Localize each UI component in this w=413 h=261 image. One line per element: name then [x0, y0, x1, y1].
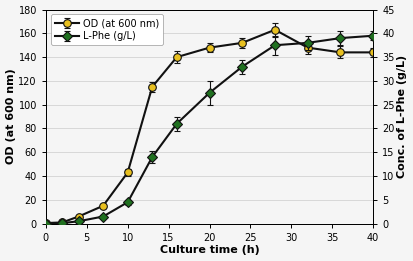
Y-axis label: OD (at 600 nm): OD (at 600 nm) — [5, 69, 16, 164]
Legend: OD (at 600 nm), L-Phe (g/L): OD (at 600 nm), L-Phe (g/L) — [51, 14, 163, 45]
X-axis label: Culture time (h): Culture time (h) — [160, 245, 259, 256]
Y-axis label: Conc. of L-Phe (g/L): Conc. of L-Phe (g/L) — [397, 55, 408, 178]
